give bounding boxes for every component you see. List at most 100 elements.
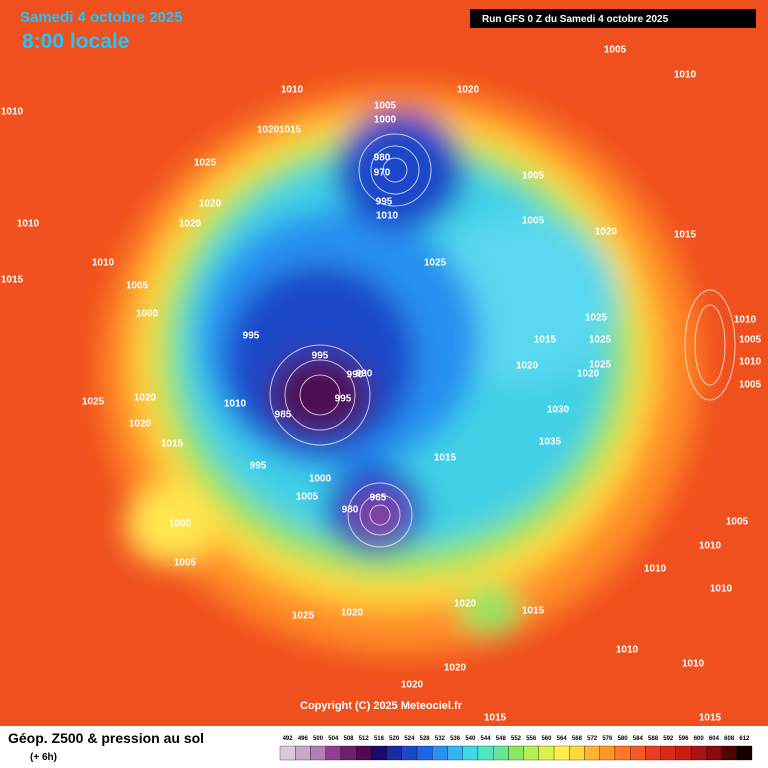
pressure-label: 1010 (710, 584, 733, 595)
pressure-label: 1015 (534, 335, 557, 346)
pressure-label: 1020 (577, 369, 600, 380)
pressure-label: 1005 (374, 101, 397, 112)
pressure-label: 1020 (516, 361, 539, 372)
legend-label: 588 (648, 736, 659, 742)
pressure-label: 1000 (374, 115, 397, 126)
legend-swatch (508, 745, 524, 761)
legend-label: 508 (344, 736, 355, 742)
pressure-label: 985 (275, 410, 292, 421)
legend-label: 592 (663, 736, 674, 742)
legend-swatch (599, 745, 616, 761)
pressure-label: 1020 (444, 663, 467, 674)
pressure-label: 1010 (616, 645, 639, 656)
run-box (470, 9, 756, 28)
pressure-label: 995 (243, 331, 260, 342)
legend-label: 500 (313, 736, 324, 742)
pressure-label: 1020 (257, 125, 280, 136)
pressure-label: 1010 (699, 541, 722, 552)
legend-label: 580 (618, 736, 629, 742)
pressure-label: 1015 (699, 713, 722, 724)
pressure-label: 1005 (296, 492, 319, 503)
legend-label: 612 (739, 736, 750, 742)
pressure-label: 1010 (281, 85, 304, 96)
pressure-label: 1025 (194, 158, 217, 169)
pressure-label: 1005 (522, 216, 545, 227)
pressure-label: 1030 (547, 405, 570, 416)
legend-swatch (416, 745, 433, 761)
legend-swatch (523, 745, 539, 761)
pressure-label: 995 (376, 197, 393, 208)
legend-label: 492 (283, 736, 294, 742)
pressure-label: 1015 (674, 230, 697, 241)
legend-label: 560 (541, 736, 552, 742)
legend-swatch (371, 745, 387, 761)
legend-label: 524 (404, 736, 415, 742)
legend-swatch (462, 745, 479, 761)
pressure-label: 970 (374, 168, 391, 179)
legend-label: 600 (694, 736, 705, 742)
legend-swatch (477, 745, 494, 761)
pressure-label: 995 (250, 461, 267, 472)
run-info: Run GFS 0 Z du Samedi 4 octobre 2025 (482, 14, 669, 25)
color-legend: 492 496 500 504 508 512 516 520 524 528 532 536 540 5… (279, 736, 753, 761)
pressure-label: 1000 (309, 474, 332, 485)
legend-swatch (614, 745, 631, 761)
pressure-label: 1010 (734, 315, 757, 326)
pressure-label: 1015 (522, 606, 545, 617)
legend-swatch (401, 745, 418, 761)
pressure-label: 1010 (674, 70, 697, 81)
legend-swatch (584, 745, 600, 761)
legend-label: 536 (450, 736, 461, 742)
legend-swatch (538, 745, 555, 761)
pressure-label: 1015 (279, 125, 302, 136)
pressure-label: 1020 (401, 680, 424, 691)
forecast-step: (+ 6h) (30, 752, 57, 763)
legend-swatch (355, 745, 372, 761)
legend-label: 532 (435, 736, 446, 742)
legend-label: 504 (328, 736, 339, 742)
legend-label: 540 (465, 736, 476, 742)
legend-swatch (310, 745, 326, 761)
legend-swatch (386, 745, 402, 761)
pressure-label: 1010 (1, 107, 24, 118)
pressure-label: 1005 (126, 281, 149, 292)
pressure-label: 1025 (589, 335, 612, 346)
pressure-label: 1020 (179, 219, 202, 230)
pressure-label: 1005 (726, 517, 749, 528)
legend-label: 548 (496, 736, 507, 742)
legend-swatch (279, 745, 296, 761)
legend-swatch (325, 745, 342, 761)
legend-swatch (432, 745, 448, 761)
copyright: Copyright (C) 2025 Meteociel.fr (300, 700, 463, 712)
legend-swatch (660, 745, 677, 761)
legend-label: 556 (526, 736, 537, 742)
pressure-label: 1005 (174, 558, 197, 569)
pressure-label: 1020 (129, 419, 152, 430)
pressure-label: 1000 (136, 309, 159, 320)
pressure-label: 1010 (644, 564, 667, 575)
legend-label: 512 (359, 736, 370, 742)
pressure-label: 1005 (739, 335, 762, 346)
pressure-label: 1000 (169, 519, 192, 530)
pressure-label: 1025 (585, 313, 608, 324)
pressure-label: 1025 (292, 611, 315, 622)
legend-label: 584 (633, 736, 644, 742)
pressure-label: 1020 (595, 227, 618, 238)
pressure-label: 1025 (82, 397, 105, 408)
legend-swatch (706, 745, 722, 761)
pressure-label: 1010 (682, 659, 705, 670)
legend-swatch (553, 745, 570, 761)
pressure-label: 995 (312, 351, 329, 362)
legend-swatch (721, 745, 737, 761)
pressure-label: 1010 (17, 219, 40, 230)
pressure-label: 995 (335, 394, 352, 405)
legend-label: 604 (709, 736, 720, 742)
pressure-label: 1005 (739, 380, 762, 391)
pressure-label: 980 (342, 505, 359, 516)
legend-swatch (447, 745, 463, 761)
legend-label: 568 (572, 736, 583, 742)
legend-swatch (630, 745, 646, 761)
pressure-label: 1020 (199, 199, 222, 210)
